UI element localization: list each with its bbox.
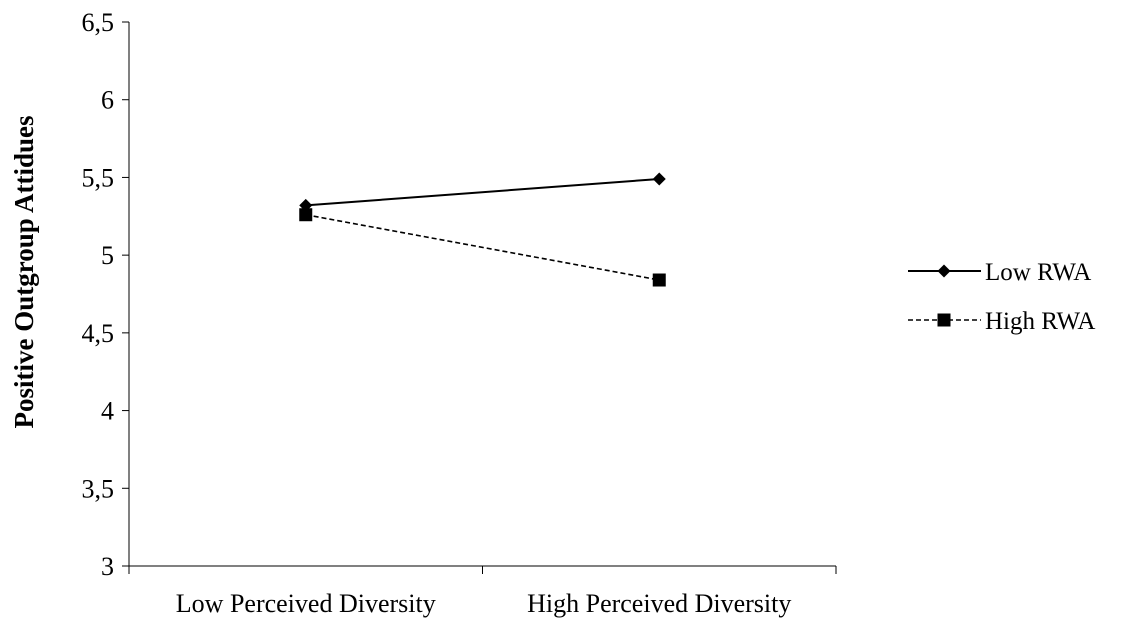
y-tick-label: 4,5: [82, 319, 115, 348]
legend-label-1: Low RWA: [985, 259, 1091, 286]
legend-label-2: High RWA: [985, 308, 1095, 335]
y-tick-label: 5: [101, 241, 114, 270]
y-tick-label: 3: [101, 552, 114, 581]
series-1-point: [652, 172, 666, 186]
y-axis-ticks: 3 3,5 4 4,5 5 5,5 6 6,5: [82, 8, 129, 581]
series-lines: [299, 172, 666, 287]
y-tick-label: 3,5: [82, 474, 115, 503]
x-category-label: High Perceived Diversity: [527, 589, 791, 618]
series-line-1: [305, 177, 660, 207]
x-category-label: Low Perceived Diversity: [176, 589, 436, 618]
series-2-point: [652, 273, 666, 287]
series-line-2: [305, 213, 660, 281]
y-tick-label: 5,5: [82, 163, 115, 192]
legend-marker-2: [937, 313, 951, 327]
y-tick-label: 6,5: [82, 8, 115, 37]
y-tick-label: 6: [101, 86, 114, 115]
legend: Low RWA High RWA: [908, 259, 1095, 335]
y-axis-label: Positive Outgroup Attidues: [9, 115, 39, 428]
series-2-point: [299, 208, 313, 222]
y-tick-label: 4: [101, 397, 114, 426]
legend-marker-1: [937, 264, 951, 278]
axes: [128, 22, 836, 567]
x-axis-categories: Low Perceived Diversity High Perceived Di…: [128, 566, 837, 618]
